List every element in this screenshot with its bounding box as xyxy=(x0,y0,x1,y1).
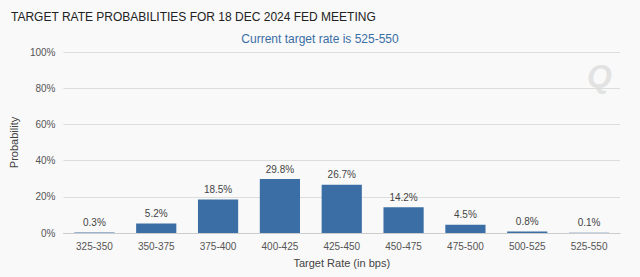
svg-text:450-475: 450-475 xyxy=(385,241,422,252)
svg-text:375-400: 375-400 xyxy=(200,241,237,252)
svg-text:26.7%: 26.7% xyxy=(328,169,356,180)
svg-text:80%: 80% xyxy=(35,83,55,94)
svg-text:20%: 20% xyxy=(35,191,55,202)
svg-text:60%: 60% xyxy=(35,119,55,130)
svg-text:500-525: 500-525 xyxy=(509,241,546,252)
svg-text:0%: 0% xyxy=(41,228,56,239)
svg-text:325-350: 325-350 xyxy=(76,241,113,252)
svg-text:100%: 100% xyxy=(30,47,56,58)
svg-text:29.8%: 29.8% xyxy=(266,164,294,175)
svg-text:0.3%: 0.3% xyxy=(83,217,106,228)
svg-text:350-375: 350-375 xyxy=(138,241,175,252)
svg-text:Target Rate (in bps): Target Rate (in bps) xyxy=(293,257,390,269)
svg-text:0.8%: 0.8% xyxy=(516,216,539,227)
svg-text:475-500: 475-500 xyxy=(447,241,484,252)
svg-text:400-425: 400-425 xyxy=(262,241,299,252)
svg-text:18.5%: 18.5% xyxy=(204,184,232,195)
svg-text:Current target rate is 525-550: Current target rate is 525-550 xyxy=(241,32,399,46)
svg-text:Q: Q xyxy=(587,58,612,94)
svg-text:5.2%: 5.2% xyxy=(145,208,168,219)
svg-text:425-450: 425-450 xyxy=(323,241,360,252)
svg-text:Probability: Probability xyxy=(8,116,20,168)
svg-text:40%: 40% xyxy=(35,155,55,166)
svg-text:14.2%: 14.2% xyxy=(389,192,417,203)
svg-text:525-550: 525-550 xyxy=(571,241,608,252)
svg-text:4.5%: 4.5% xyxy=(454,209,477,220)
svg-text:TARGET RATE PROBABILITIES FOR: TARGET RATE PROBABILITIES FOR 18 DEC 202… xyxy=(11,10,376,24)
svg-text:0.1%: 0.1% xyxy=(578,217,601,228)
